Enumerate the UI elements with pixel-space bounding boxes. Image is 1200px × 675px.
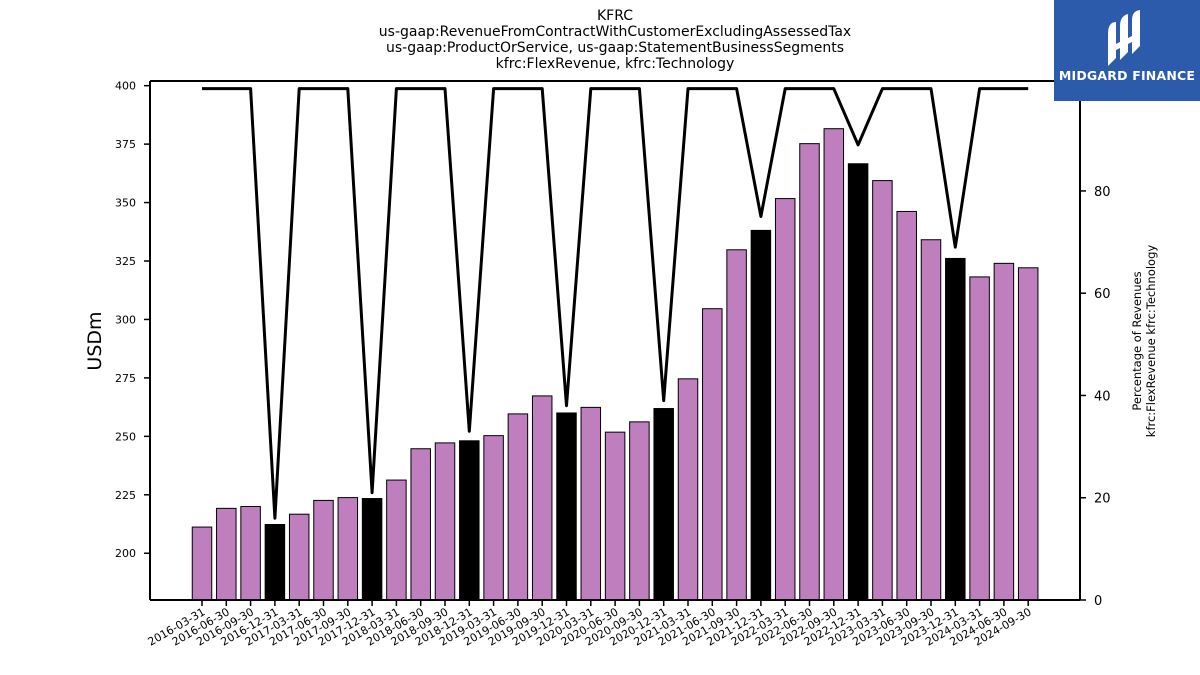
bar [702,308,723,601]
bar [191,526,213,601]
bar [459,440,480,601]
bar [288,513,310,601]
y-tick-label: 375 [115,138,136,151]
bar [240,505,261,601]
y-tick-label: 275 [115,372,136,385]
bar [386,479,407,601]
percentage-line-layer [202,87,1029,520]
y2-axis-ticks: 020406080100 [1080,83,1119,609]
bar [531,395,553,601]
bar [1017,267,1039,601]
bar [629,421,650,601]
bar [896,210,917,601]
y2-tick-label: 60 [1094,287,1111,302]
y2-tick-label: 40 [1094,389,1111,404]
percentage-line [202,87,1029,520]
bar [872,180,893,601]
bar [653,408,674,601]
bar [969,276,990,601]
logo-mark-icon [1108,10,1140,66]
bar [216,507,237,601]
y-tick-label: 325 [115,255,136,268]
bar [847,163,869,601]
y-tick-label: 300 [115,313,136,326]
bar [920,239,942,601]
y-axis-ticks: 200 225 250 275 300 325 350 375 400 [115,80,150,560]
y2-axis-label: kfrc:FlexRevenue kfrc:Technology [1144,245,1158,438]
bar [483,435,504,601]
bar [361,498,383,601]
y2-tick-label: 80 [1094,185,1111,200]
y-tick-label: 400 [115,80,136,93]
bar [823,128,845,601]
bar [993,262,1015,601]
logo: MIDGARD FINANCE [1054,0,1200,101]
y2-tick-label: 20 [1094,492,1111,507]
bar [507,413,529,601]
bar [434,442,456,601]
y-tick-label: 250 [115,430,136,443]
bar [774,198,796,601]
title-line: KFRC [597,8,633,24]
bar [604,431,626,601]
bar [313,499,334,601]
chart-title: KFRCus-gaap:RevenueFromContractWithCusto… [379,8,851,72]
bar [799,143,820,601]
bar [945,257,966,601]
bar [337,497,359,601]
bar [750,229,772,601]
y-tick-label: 200 [115,547,136,560]
bar [580,406,602,601]
bars [191,128,1039,601]
logo-text: MIDGARD FINANCE [1058,68,1196,83]
bar [264,523,286,601]
title-line: us-gaap:ProductOrService, us-gaap:Statem… [386,40,844,56]
title-line: us-gaap:RevenueFromContractWithCustomerE… [379,24,851,40]
bar [726,249,747,601]
title-line: kfrc:FlexRevenue, kfrc:Technology [496,56,735,72]
x-axis-ticks: 2016-03-312016-06-302016-09-302016-12-31… [146,600,1034,649]
bar [677,378,699,601]
bar [556,412,577,601]
y2-tick-label: 0 [1094,594,1102,609]
y-tick-label: 350 [115,197,136,210]
y-tick-label: 225 [115,489,136,502]
y2-axis-label: Percentage of Revenues [1130,271,1144,410]
y-axis-label: USDm [84,311,106,370]
bar [410,448,431,601]
axis-labels: USDm Percentage of Revenues kfrc:FlexReven… [84,245,1158,438]
